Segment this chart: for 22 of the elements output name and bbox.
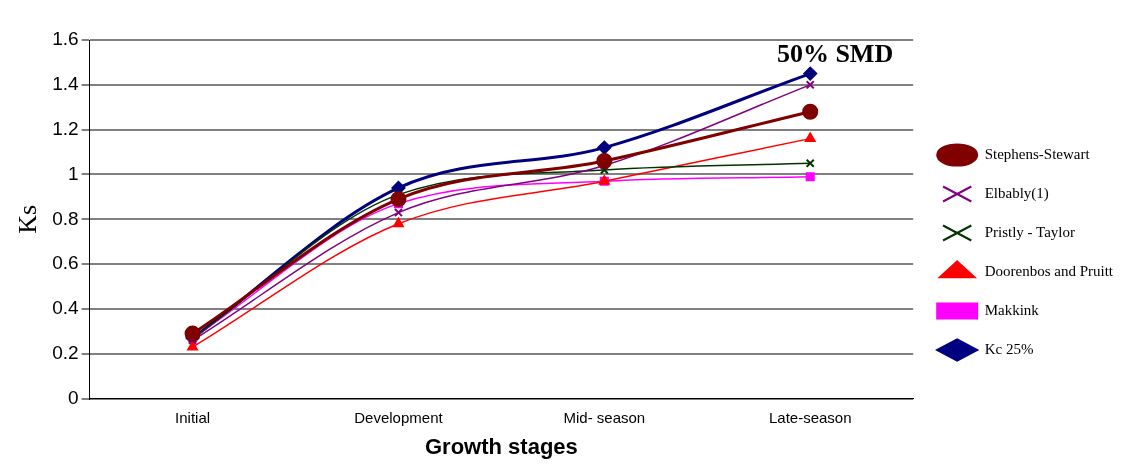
y-tick-label: 0.2: [52, 342, 79, 364]
y-tick-label: 0.6: [52, 252, 79, 274]
legend-label: Doorenbos and Pruitt: [984, 262, 1114, 279]
legend-label: Makkink: [984, 301, 1040, 318]
chart-title: 50% SMD: [776, 38, 894, 68]
y-tick-label: 1.6: [52, 28, 79, 50]
legend-label: Pristly - Taylor: [984, 223, 1076, 240]
y-tick-label: 0.4: [52, 297, 80, 319]
x-tick-label: Late-season: [768, 408, 852, 426]
x-tick-label: Mid- season: [563, 408, 646, 426]
y-tick-label: 0: [68, 386, 79, 408]
x-axis-title: Growth stages: [424, 433, 578, 459]
y-tick-label: 1.4: [52, 73, 80, 95]
legend-label: Stephens-Stewart: [984, 145, 1091, 162]
legend-label: Elbably(1): [984, 184, 1049, 202]
y-tick-label: 0.8: [52, 207, 79, 229]
y-tick-label: 1.2: [52, 117, 79, 139]
x-tick-label: Initial: [175, 408, 211, 426]
y-tick-label: 1: [68, 162, 79, 184]
y-axis-title: Ks: [13, 204, 43, 234]
x-tick-label: Development: [354, 408, 444, 426]
legend-label: Kc 25%: [984, 340, 1034, 357]
